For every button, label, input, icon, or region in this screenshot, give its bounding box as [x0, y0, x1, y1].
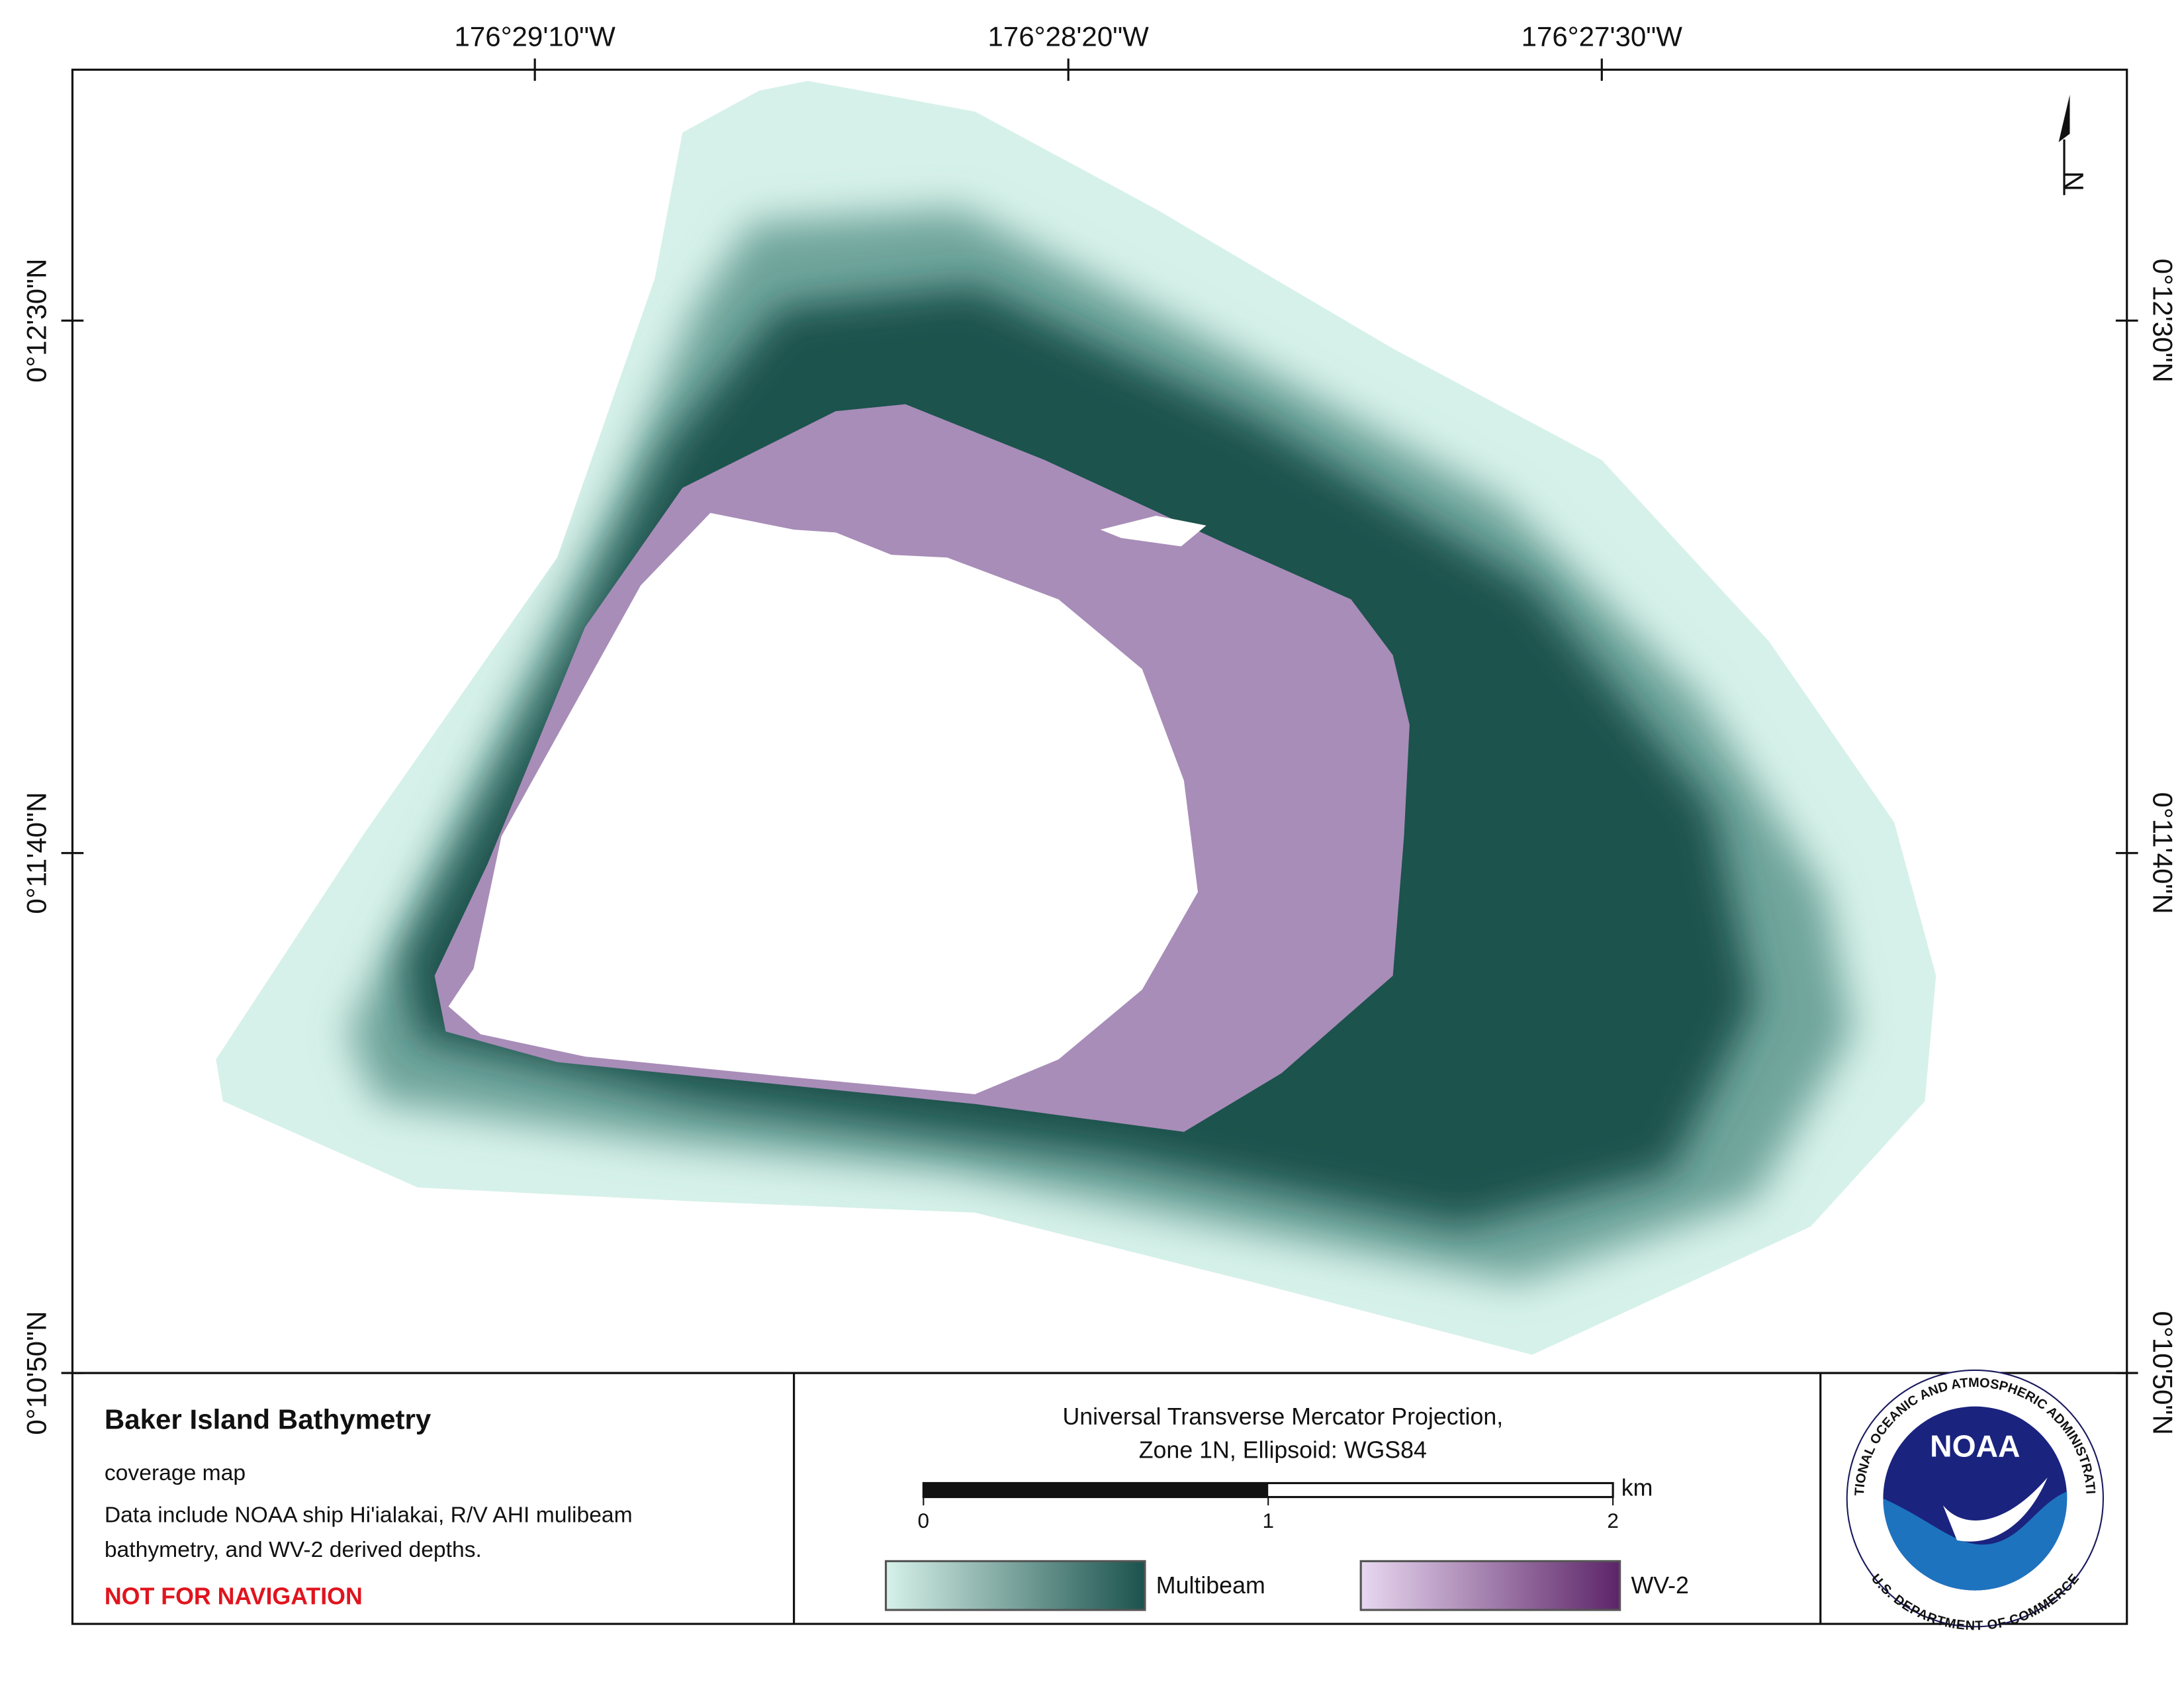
logo-water	[1883, 1491, 2068, 1591]
scale-unit: km	[1621, 1474, 1653, 1501]
latitude-label: 0°10'50"N	[2148, 1311, 2179, 1434]
legend-label: Multibeam	[1156, 1572, 1265, 1599]
latitude-label: 0°11'40"N	[2148, 792, 2179, 914]
scale-tick-label: 1	[1262, 1509, 1274, 1532]
logo-name: NOAA	[1930, 1429, 2020, 1463]
map-title: Baker Island Bathymetry	[105, 1403, 432, 1434]
north-label: N	[2058, 171, 2089, 191]
scale-bar-segment	[923, 1483, 1269, 1497]
logo-gull	[1942, 1477, 2048, 1542]
latitude-label: 0°12'30"N	[21, 259, 52, 383]
scale-bar: 0 1 2km	[918, 1474, 1653, 1532]
longitude-label: 176°28'20"W	[988, 21, 1150, 52]
legend-swatch	[1359, 1560, 1621, 1611]
description-line: Data include NOAA ship Hi'ialakai, R/V A…	[105, 1503, 633, 1527]
graticule-labels: 176°29'10"W 176°28'20"W 176°27'30"W 0°12'30…	[21, 21, 2178, 1434]
description-line: bathymetry, and WV-2 derived depths.	[105, 1538, 482, 1562]
scale-tick-label: 2	[1607, 1509, 1619, 1532]
map-subtitle: coverage map	[105, 1461, 246, 1485]
latitude-label: 0°10'50"N	[21, 1311, 52, 1434]
panel-border	[71, 1372, 2128, 1625]
map-frame: N	[71, 68, 2128, 1374]
projection-line: Zone 1N, Ellipsoid: WGS84	[1139, 1437, 1427, 1464]
legend: Multibeam WV-2	[884, 1560, 1689, 1611]
latitude-label: 0°11'40"N	[21, 792, 52, 914]
arrow-head	[2058, 95, 2070, 142]
scale-tick-label: 0	[918, 1509, 930, 1532]
warning: NOT FOR NAVIGATION	[105, 1583, 363, 1610]
latitude-label: 0°12'30"N	[2148, 259, 2179, 383]
north-arrow: N	[2058, 95, 2089, 195]
longitude-label: 176°29'10"W	[454, 21, 615, 52]
legend-swatch	[884, 1560, 1146, 1611]
island-land	[448, 512, 1206, 1094]
legend-label: WV-2	[1631, 1572, 1688, 1599]
longitude-label: 176°27'30"W	[1522, 21, 1683, 52]
projection-line: Universal Transverse Mercator Projection…	[1062, 1403, 1503, 1430]
